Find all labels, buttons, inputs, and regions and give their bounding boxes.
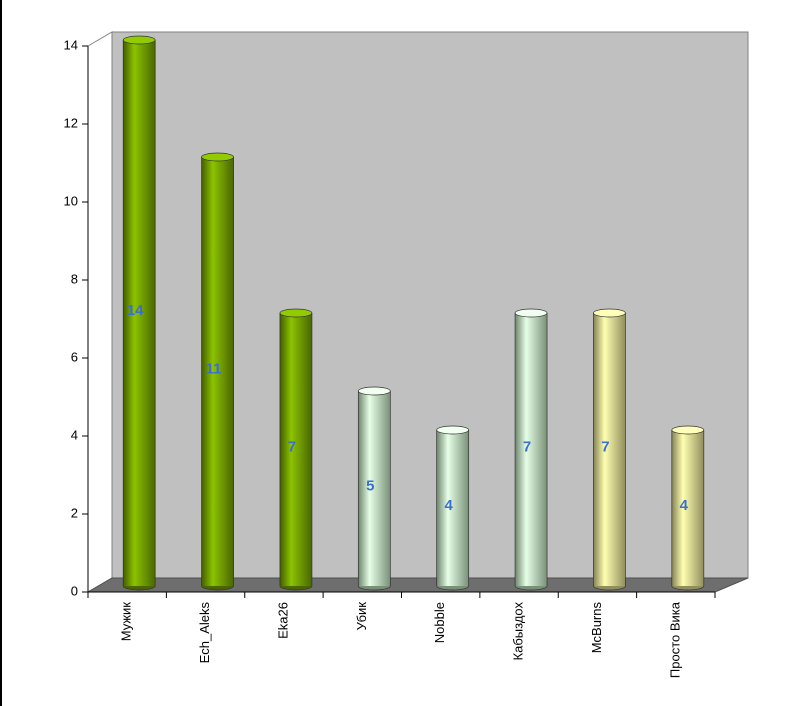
x-tick-label: Убик (354, 602, 369, 631)
y-tick-label: 8 (71, 271, 78, 286)
x-tick-label: Ech_Aleks (197, 602, 212, 664)
bar (436, 430, 469, 586)
value-label: 7 (523, 438, 531, 455)
bar (279, 313, 312, 586)
value-label: 7 (288, 438, 296, 455)
bar-top (279, 308, 313, 318)
y-tick-label: 0 (71, 583, 78, 598)
value-label: 14 (127, 302, 144, 319)
left-border (0, 0, 2, 706)
value-label: 7 (601, 438, 609, 455)
y-tick-label: 10 (64, 193, 78, 208)
bar-top (357, 386, 391, 396)
y-tick-label: 6 (71, 349, 78, 364)
bar (515, 313, 548, 586)
bar-top (201, 152, 234, 162)
x-tick-label: Nobble (432, 602, 447, 643)
x-tick-label: Мужик (119, 602, 134, 642)
y-tick-label: 14 (64, 37, 78, 52)
floor (86, 577, 749, 593)
side-wall (87, 31, 113, 593)
y-tick-label: 4 (71, 427, 78, 442)
bar-top (436, 425, 470, 435)
y-tick-label: 12 (64, 115, 78, 130)
x-tick-label: Eka26 (275, 602, 290, 639)
bar (671, 430, 704, 586)
bar-top (122, 35, 156, 45)
bar-top (593, 308, 626, 318)
bar (123, 40, 156, 586)
x-tick-label: Кабыздох (511, 602, 526, 661)
x-tick-label: Просто Вика (667, 601, 682, 678)
value-label: 4 (680, 497, 689, 514)
x-tick-label: McBurns (589, 602, 604, 654)
bar-top (671, 425, 705, 435)
y-tick-label: 2 (71, 505, 78, 520)
value-label: 4 (445, 497, 454, 514)
bar (593, 313, 626, 586)
value-label: 11 (206, 360, 222, 377)
bar (358, 391, 391, 586)
bar-top (514, 308, 548, 318)
bar (201, 157, 234, 586)
value-label: 5 (366, 477, 374, 494)
